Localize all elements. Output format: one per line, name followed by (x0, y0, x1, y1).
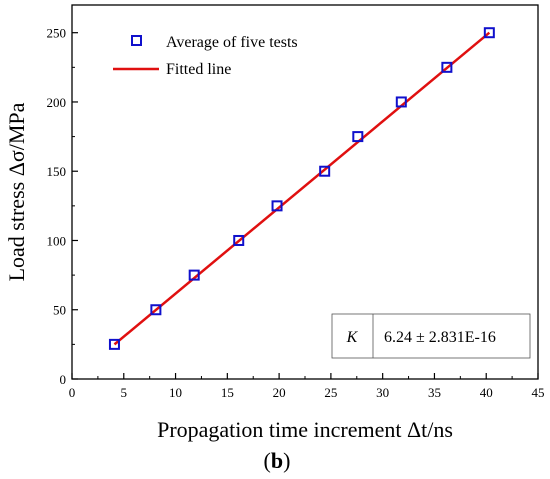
marker-layer (108, 27, 495, 350)
fitted-line-layer (113, 31, 491, 346)
data-point (150, 304, 162, 316)
k-annotation-value: 6.24 ± 2.831E-16 (384, 329, 496, 346)
data-point (319, 165, 331, 177)
panel-label: (b) (264, 448, 291, 473)
axis-ticks: 0 5 10 15 20 25 30 35 40 45 0 50 100 150 200 250 (47, 26, 545, 400)
data-point (271, 200, 283, 212)
data-point (441, 61, 453, 73)
x-tick-label-30: 30 (376, 385, 389, 400)
k-annotation-label: K (346, 329, 359, 346)
x-tick-label-25: 25 (324, 385, 337, 400)
x-tick-label-35: 35 (428, 385, 441, 400)
data-point (188, 269, 200, 281)
data-point (108, 338, 120, 350)
x-axis-title: Propagation time increment Δt/ns (157, 417, 453, 442)
x-tick-label-45: 45 (532, 385, 545, 400)
legend: Average of five tests Fitted line (113, 34, 298, 78)
y-tick-label-100: 100 (47, 233, 67, 248)
y-tick-label-150: 150 (47, 164, 67, 179)
y-tick-label-200: 200 (47, 95, 67, 110)
fitted-line (113, 31, 491, 346)
y-axis-title: Load stress Δσ/MPa (4, 102, 29, 281)
data-point (233, 234, 245, 246)
data-point (395, 96, 407, 108)
y-tick-label-0: 0 (60, 372, 67, 387)
x-tick-label-10: 10 (169, 385, 182, 400)
x-tick-label-20: 20 (273, 385, 286, 400)
y-tick-label-50: 50 (53, 303, 66, 318)
x-tick-label-5: 5 (121, 385, 128, 400)
data-point (483, 27, 495, 39)
x-tick-label-15: 15 (221, 385, 234, 400)
legend-label-average: Average of five tests (166, 34, 298, 51)
y-tick-label-250: 250 (47, 26, 67, 41)
legend-marker-average (131, 35, 142, 46)
data-point (352, 131, 364, 143)
x-tick-label-40: 40 (480, 385, 493, 400)
x-tick-label-0: 0 (69, 385, 76, 400)
legend-label-fitted: Fitted line (166, 61, 231, 78)
k-annotation-box: K 6.24 ± 2.831E-16 (331, 313, 531, 359)
